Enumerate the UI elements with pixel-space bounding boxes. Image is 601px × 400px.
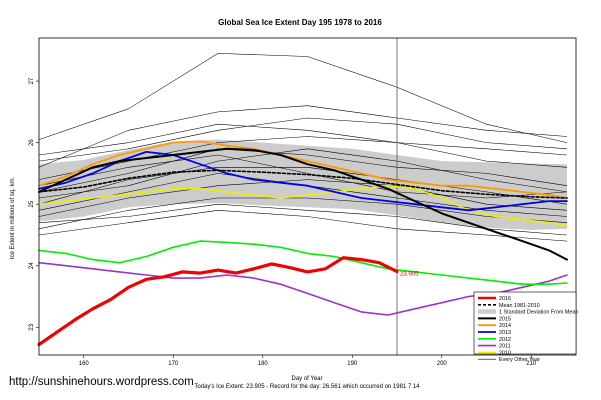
y-axis-label: Ice Extent in millions of sq. km. [10,176,16,259]
plot-frame [38,37,577,356]
other-year-line-1 [38,53,568,143]
x-tick-label-160: 160 [79,361,90,367]
x-tick-label-170: 170 [168,361,179,367]
legend-label-mean-1981-2010: Mean 1981-2010 [499,303,540,309]
legend-label-2016: 2016 [499,296,511,302]
series-line-2014 [38,140,568,199]
x-tick-label-210: 210 [526,361,537,367]
record-caption: Today's Ice Extent: 23.905 - Record for … [194,384,420,390]
series-line-2015 [38,147,568,261]
legend-label-2014: 2014 [499,323,511,329]
series-line-2010 [38,184,568,227]
y-tick-label-24: 24 [29,262,35,269]
other-year-line-11 [38,117,568,162]
plot-area [37,38,568,355]
other-year-line-14 [38,154,568,199]
y-tick-label-23: 23 [29,323,35,330]
other-year-line-2 [38,105,568,168]
legend-label-every-other-year: Every Other Year [499,357,540,363]
legend-label-2012: 2012 [499,337,511,343]
axis-ticks: 160 170 180 190 200 210 23 24 25 26 27 [29,77,537,367]
other-year-line-9 [38,210,568,242]
source-url: http://sunshinehours.wordpress.com [9,376,194,388]
other-year-line-4 [38,136,568,180]
y-tick-label-27: 27 [29,77,35,84]
other-year-line-10 [38,148,568,199]
legend-label-1-standard-deviation-from-mean: 1 Standard Deviation From Mean [499,310,578,316]
y-tick-label-26: 26 [29,139,35,146]
other-year-line-8 [38,197,568,230]
series-line-2012 [38,240,568,286]
legend-label-2013: 2013 [499,330,511,336]
x-tick-label-180: 180 [258,361,269,367]
other-year-line-7 [38,179,568,217]
series-line-mean-1981-2010 [38,169,568,199]
legend-label-2010: 2010 [499,350,511,356]
legend-swatch-1-standard-deviation-from-mean [478,309,496,314]
legend-label-2015: 2015 [499,316,511,322]
current-value-label: 23.905 [400,272,419,278]
x-tick-label-200: 200 [437,361,448,367]
series-line-2013 [38,150,568,212]
y-tick-label-25: 25 [29,200,35,207]
other-year-line-6 [38,167,568,205]
x-axis-label: Day of Year [291,376,322,382]
other-year-line-5 [38,148,568,193]
legend-box [473,291,577,355]
other-year-line-3 [38,123,568,156]
legend-label-2011: 2011 [499,344,511,350]
x-tick-label-190: 190 [347,361,358,367]
series-line-2016 [37,256,399,347]
chart-title: Global Sea Ice Extent Day 195 1978 to 20… [218,18,382,27]
